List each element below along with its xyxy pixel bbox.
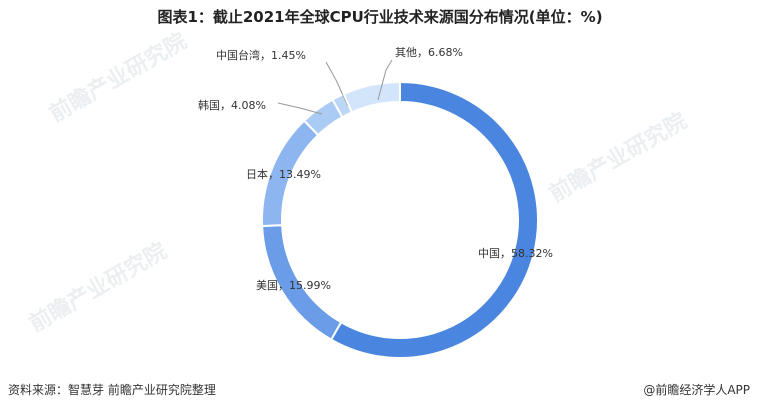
slice-label-6: 其他，6.68% xyxy=(395,46,463,59)
slice-label-4: 韩国，4.08% xyxy=(198,98,266,112)
slice-label-5: 中国台湾，1.45% xyxy=(216,48,306,62)
donut-slice-1 xyxy=(329,80,539,359)
source-note: 资料来源：智慧芽 前瞻产业研究院整理 xyxy=(8,383,216,397)
donut-slice-6 xyxy=(342,80,401,114)
slice-label-1: 中国，58.32% xyxy=(478,247,553,260)
leader-line-6 xyxy=(377,59,393,101)
slice-label-3: 日本，13.49% xyxy=(246,167,321,181)
slice-label-2: 美国，15.99% xyxy=(256,279,331,292)
chart-title: 图表1：截止2021年全球CPU行业技术来源国分布情况(单位：%) xyxy=(157,8,603,26)
donut-chart: 中国，58.32% 美国，15.99% 日本，13.49% 韩国，4.08% 中国台湾，… xyxy=(198,46,553,359)
leader-line-5 xyxy=(325,61,349,107)
leader-line-4 xyxy=(277,102,323,115)
brand-note: @前瞻经济学人APP xyxy=(643,383,750,397)
